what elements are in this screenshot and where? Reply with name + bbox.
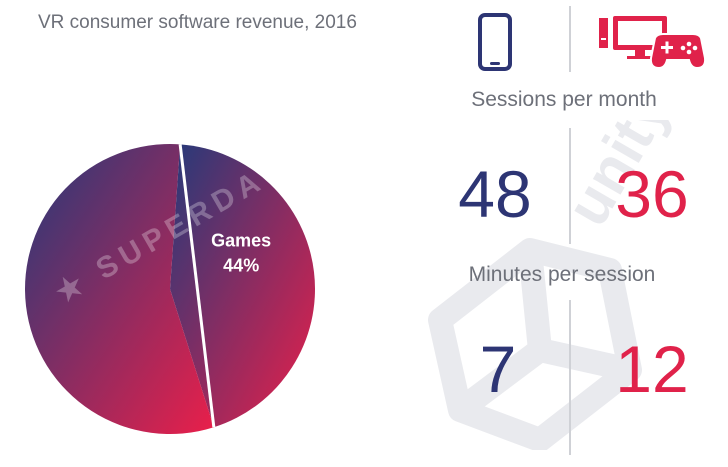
games-slice-value: 44% (223, 256, 259, 276)
sessions-per-month-label: Sessions per month (471, 88, 657, 111)
chart-title: VR consumer software revenue, 2016 (38, 12, 357, 33)
pie-slice-other (24, 143, 214, 434)
unity-watermark: unity (428, 120, 683, 450)
games-slice-label: Games (211, 231, 271, 251)
pie-chart: Games 44% (24, 143, 316, 434)
slice-divider-line (178, 144, 216, 428)
mobile-minutes-value: 7 (479, 332, 517, 406)
icon-divider (569, 6, 571, 72)
sessions-divider (569, 128, 571, 244)
pc-sessions-value: 36 (615, 157, 689, 231)
minutes-per-session-label: Minutes per session (468, 263, 656, 286)
desktop-gamepad-icon (599, 16, 707, 70)
pc-minutes-value: 12 (615, 332, 689, 406)
minutes-divider (569, 300, 571, 455)
smartphone-icon (478, 13, 512, 71)
mobile-sessions-value: 48 (458, 157, 532, 231)
